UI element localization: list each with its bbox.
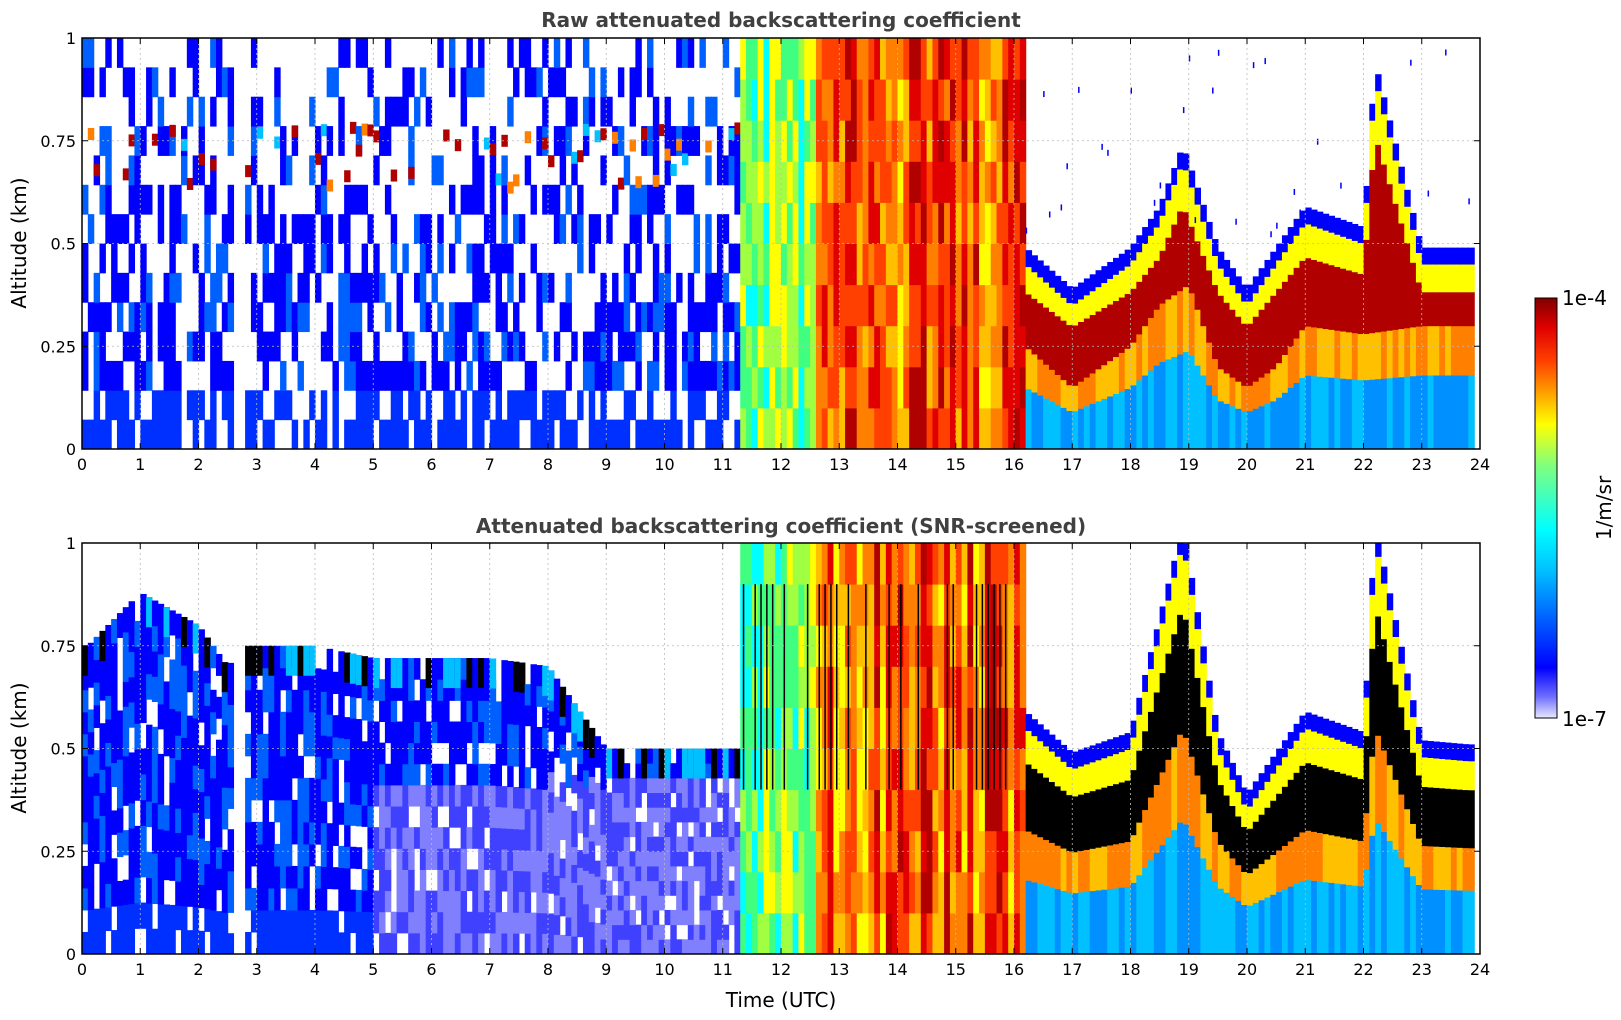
- x-tick-label: 5: [368, 960, 378, 979]
- x-tick-label: 20: [1237, 455, 1257, 474]
- x-tick-label: 16: [1004, 455, 1024, 474]
- x-tick-label: 18: [1120, 960, 1140, 979]
- x-tick-label: 6: [426, 960, 436, 979]
- x-tick-label: 9: [601, 455, 611, 474]
- y-tick-label: 1: [66, 534, 76, 553]
- x-tick-label: 11: [713, 960, 733, 979]
- panel-raw-title: Raw attenuated backscattering coefficien…: [541, 8, 1021, 32]
- x-tick-label: 12: [771, 960, 791, 979]
- colorbar-max-label: 1e-4: [1562, 286, 1607, 310]
- x-tick-label: 7: [485, 455, 495, 474]
- y-tick-label: 0.75: [40, 132, 76, 151]
- x-tick-label: 2: [193, 455, 203, 474]
- x-tick-label: 15: [946, 455, 966, 474]
- colorbar-min-label: 1e-7: [1562, 707, 1607, 731]
- x-tick-label: 1: [135, 960, 145, 979]
- x-tick-label: 2: [193, 960, 203, 979]
- x-tick-label: 12: [771, 455, 791, 474]
- x-tick-label: 21: [1295, 960, 1315, 979]
- y-tick-label: 1: [66, 29, 76, 48]
- y-axis-label-raw: Altitude (km): [7, 177, 31, 308]
- x-tick-label: 0: [77, 960, 87, 979]
- x-tick-label: 24: [1470, 455, 1490, 474]
- x-ticks-raw: 0 1 2 3 4 5 6 7 8 9 10 11 12 13 14 15 16 17 18 19 20 21 22 23 24: [77, 38, 1490, 474]
- x-tick-label: 24: [1470, 960, 1490, 979]
- x-tick-label: 15: [946, 960, 966, 979]
- x-tick-label: 23: [1412, 960, 1432, 979]
- y-tick-label: 0.75: [40, 637, 76, 656]
- x-tick-label: 1: [135, 455, 145, 474]
- x-tick-label: 11: [713, 455, 733, 474]
- heatmap-screened: [82, 543, 1475, 954]
- y-tick-label: 0.5: [51, 740, 76, 759]
- gridlines-screened: [82, 543, 1480, 954]
- x-tick-label: 5: [368, 455, 378, 474]
- x-tick-label: 14: [887, 455, 907, 474]
- x-tick-label: 7: [485, 960, 495, 979]
- y-ticks-screened: 0 0.25 0.5 0.75 1: [40, 534, 1480, 964]
- x-axis-label: Time (UTC): [725, 988, 837, 1012]
- x-tick-label: 10: [654, 960, 674, 979]
- y-ticks-raw: 0 0.25 0.5 0.75 1: [40, 29, 1480, 459]
- x-tick-label: 10: [654, 455, 674, 474]
- x-tick-label: 3: [252, 455, 262, 474]
- x-tick-label: 6: [426, 455, 436, 474]
- x-tick-label: 17: [1062, 960, 1082, 979]
- x-tick-label: 13: [829, 455, 849, 474]
- x-tick-label: 22: [1353, 960, 1373, 979]
- x-tick-label: 19: [1179, 455, 1199, 474]
- x-tick-label: 9: [601, 960, 611, 979]
- colorbar-unit-label: 1/m/sr: [1592, 475, 1616, 540]
- x-tick-label: 19: [1179, 960, 1199, 979]
- x-tick-label: 8: [543, 960, 553, 979]
- x-tick-label: 20: [1237, 960, 1257, 979]
- panel-screened: Attenuated backscattering coefficient (S…: [7, 514, 1490, 1012]
- panel-raw: Raw attenuated backscattering coefficien…: [7, 8, 1490, 474]
- colorbar-gradient: [1534, 297, 1558, 719]
- colorbar: 1e-4 1e-7 1/m/sr: [1534, 286, 1616, 731]
- gridlines-raw: [82, 38, 1480, 449]
- x-tick-label: 23: [1412, 455, 1432, 474]
- x-tick-label: 18: [1120, 455, 1140, 474]
- y-axis-label-screened: Altitude (km): [7, 682, 31, 813]
- x-tick-label: 0: [77, 455, 87, 474]
- y-tick-label: 0: [66, 440, 76, 459]
- x-tick-label: 22: [1353, 455, 1373, 474]
- x-tick-label: 3: [252, 960, 262, 979]
- y-tick-label: 0: [66, 945, 76, 964]
- panel-screened-title: Attenuated backscattering coefficient (S…: [476, 514, 1086, 538]
- x-tick-label: 14: [887, 960, 907, 979]
- x-tick-label: 4: [310, 455, 320, 474]
- y-tick-label: 0.25: [40, 337, 76, 356]
- x-tick-label: 4: [310, 960, 320, 979]
- y-tick-label: 0.25: [40, 842, 76, 861]
- heatmap-raw: [82, 38, 1475, 449]
- x-tick-label: 13: [829, 960, 849, 979]
- x-tick-label: 17: [1062, 455, 1082, 474]
- y-tick-label: 0.5: [51, 235, 76, 254]
- x-tick-label: 8: [543, 455, 553, 474]
- x-ticks-screened: 0 1 2 3 4 5 6 7 8 9 10 11 12 13 14 15 16 17 18 19 20 21 22 23 24: [77, 543, 1490, 979]
- x-tick-label: 16: [1004, 960, 1024, 979]
- x-tick-label: 21: [1295, 455, 1315, 474]
